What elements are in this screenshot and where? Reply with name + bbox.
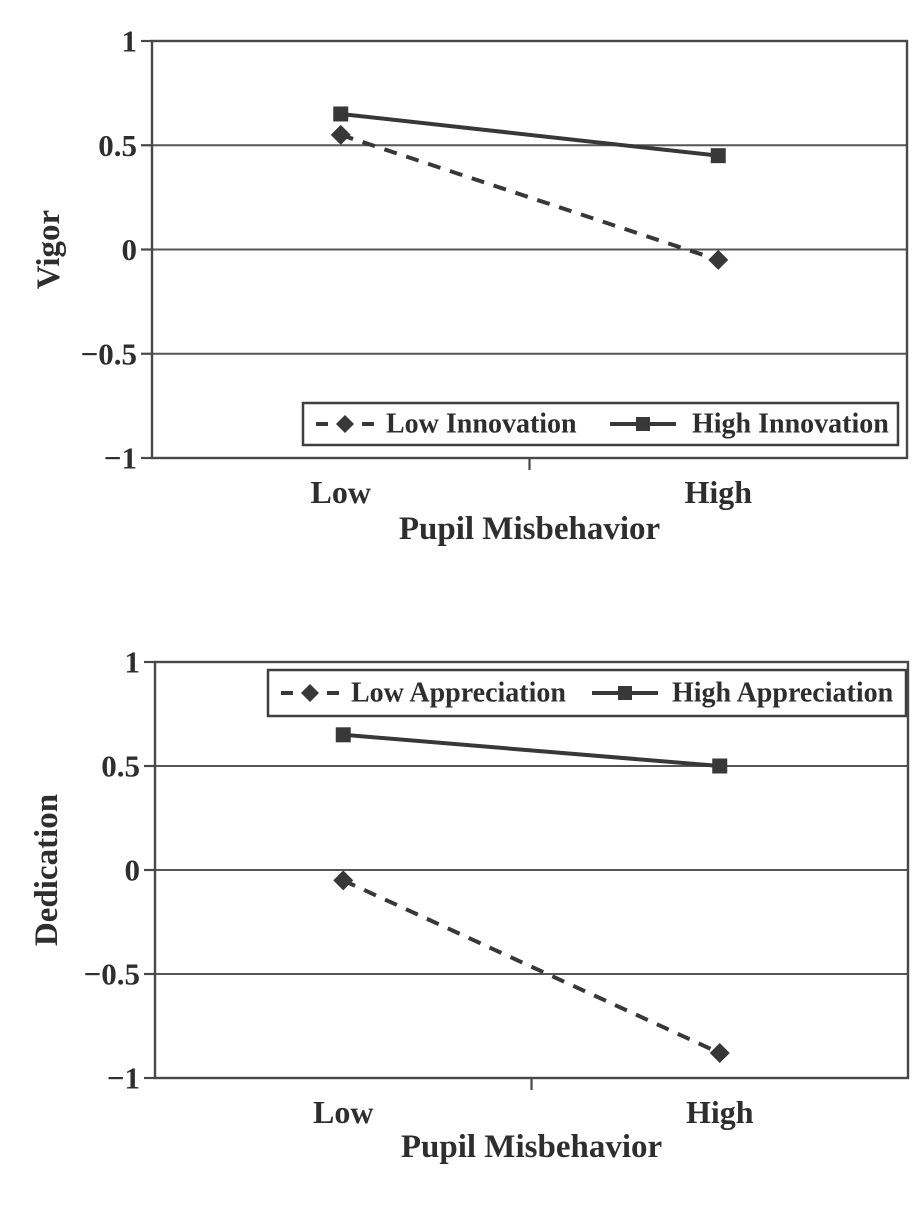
legend-item: Low Appreciation xyxy=(281,678,566,709)
legend-item: High Appreciation xyxy=(592,678,894,709)
y-tick-label: 0.5 xyxy=(101,749,140,784)
x-category-label: High xyxy=(684,474,752,510)
legend-item: Low Innovation xyxy=(316,409,577,440)
legend-label: High Innovation xyxy=(692,409,889,440)
data-point-diamond-icon xyxy=(333,870,354,891)
legend-square-icon xyxy=(636,417,650,431)
y-tick-label: 1 xyxy=(125,645,141,680)
vigor-chart: 1 0.5 0 −0.5 −1 Low High Pupil Misbehavior Vigor… xyxy=(31,24,909,547)
y-tick-label: −0.5 xyxy=(81,336,137,371)
legend-label: High Appreciation xyxy=(672,678,894,709)
y-tick-label: −0.5 xyxy=(84,957,140,992)
data-point-square-icon xyxy=(710,148,726,164)
legend: Low Appreciation High Appreciation xyxy=(266,668,908,718)
data-point-square-icon xyxy=(333,106,349,122)
series-line-low-innovation xyxy=(340,132,719,262)
y-tick-label: 0 xyxy=(122,232,138,267)
data-point-square-icon xyxy=(712,758,728,774)
legend-item: High Innovation xyxy=(610,409,889,440)
dedication-chart: 1 0.5 0 −0.5 −1 Low High Pupil Misbehavior Dedic… xyxy=(29,645,910,1165)
data-point-square-icon xyxy=(335,727,351,743)
y-tick-label: 1 xyxy=(122,24,138,59)
y-tick-label: −1 xyxy=(104,441,137,476)
series-line-high-innovation xyxy=(340,111,719,158)
legend-diamond-icon xyxy=(301,684,319,702)
y-tick-label: −1 xyxy=(107,1061,140,1096)
y-tick-label: 0.5 xyxy=(98,128,137,163)
legend-box xyxy=(266,668,908,718)
data-point-diamond-icon xyxy=(709,1043,730,1064)
series-line-high-appreciation xyxy=(343,732,720,768)
legend-label: Low Innovation xyxy=(386,409,577,440)
legend-diamond-icon xyxy=(336,415,354,433)
y-axis-title: Dedication xyxy=(29,794,65,946)
x-axis-title: Pupil Misbehavior xyxy=(399,511,660,547)
x-axis-title: Pupil Misbehavior xyxy=(401,1129,662,1165)
x-category-label: Low xyxy=(313,1094,373,1130)
legend-box xyxy=(301,401,900,447)
y-tick-label: 0 xyxy=(125,853,141,888)
data-point-diamond-icon xyxy=(708,249,729,270)
x-category-label: Low xyxy=(311,474,371,510)
series-line-low-appreciation xyxy=(342,878,721,1055)
legend-square-icon xyxy=(618,686,632,700)
legend: Low Innovation High Innovation xyxy=(301,401,900,447)
data-point-diamond-icon xyxy=(330,124,351,145)
y-axis-title: Vigor xyxy=(31,210,67,289)
x-category-label: High xyxy=(686,1094,754,1130)
legend-label: Low Appreciation xyxy=(351,678,566,709)
